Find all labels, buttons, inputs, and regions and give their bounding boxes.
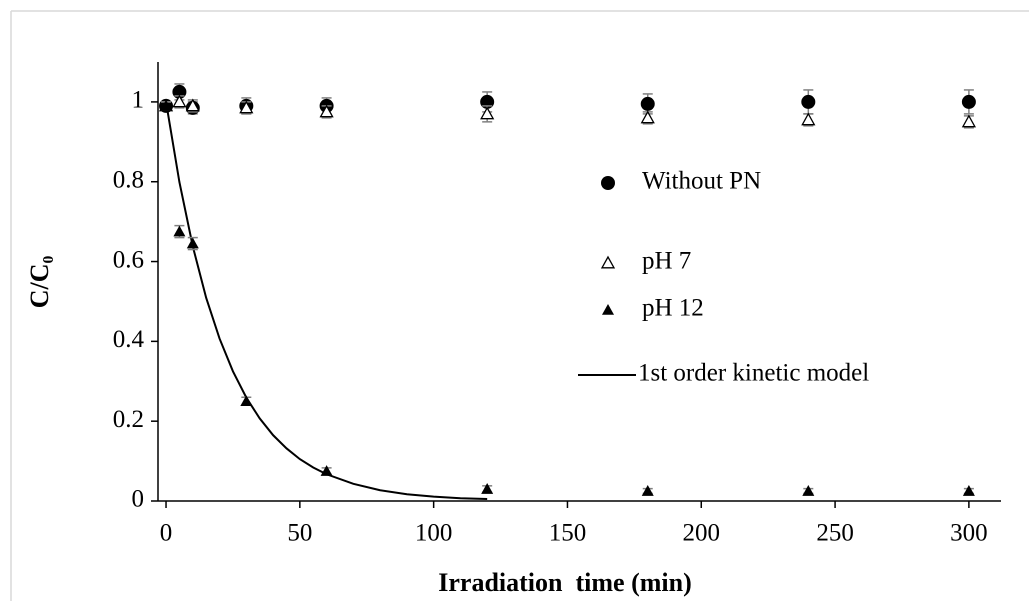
point — [641, 485, 654, 496]
point — [173, 225, 186, 237]
point — [480, 106, 495, 120]
legend-marker — [600, 255, 616, 269]
point — [240, 395, 253, 407]
y-tick-label: 0 — [132, 486, 145, 513]
x-tick-label: 50 — [287, 520, 312, 547]
legend-label: pH 12 — [642, 295, 704, 322]
x-tick-label: 100 — [415, 520, 453, 547]
point — [185, 98, 200, 112]
point — [802, 485, 815, 496]
point — [320, 465, 333, 476]
x-tick-label: 150 — [549, 520, 587, 547]
point — [481, 483, 494, 494]
point — [961, 114, 976, 128]
point — [961, 94, 976, 109]
point — [319, 104, 334, 118]
point — [962, 485, 975, 496]
y-axis-label: C/C₀ — [25, 256, 54, 309]
y-tick-label: 0.6 — [113, 246, 144, 273]
legend-marker — [602, 304, 614, 315]
x-axis-label: Irradiation time (min) — [438, 568, 691, 597]
model-line — [165, 101, 488, 501]
point — [186, 237, 199, 249]
y-tick-label: 0.8 — [113, 166, 144, 193]
point — [160, 99, 173, 111]
x-tick-label: 250 — [816, 520, 854, 547]
legend-label: Without PN — [642, 168, 761, 195]
point — [640, 96, 655, 111]
legend-label: 1st order kinetic model — [638, 360, 869, 387]
legend-marker — [601, 176, 615, 190]
y-tick-label: 1 — [132, 87, 145, 114]
x-tick-label: 300 — [950, 520, 988, 547]
y-tick-label: 0.2 — [113, 406, 144, 433]
y-tick-label: 0.4 — [113, 326, 145, 353]
x-tick-label: 0 — [160, 520, 173, 547]
point — [801, 94, 816, 109]
point — [640, 110, 655, 124]
point — [801, 112, 816, 126]
point — [172, 94, 187, 108]
point — [239, 100, 254, 114]
legend-label: pH 7 — [642, 248, 691, 275]
x-tick-label: 200 — [683, 520, 721, 547]
